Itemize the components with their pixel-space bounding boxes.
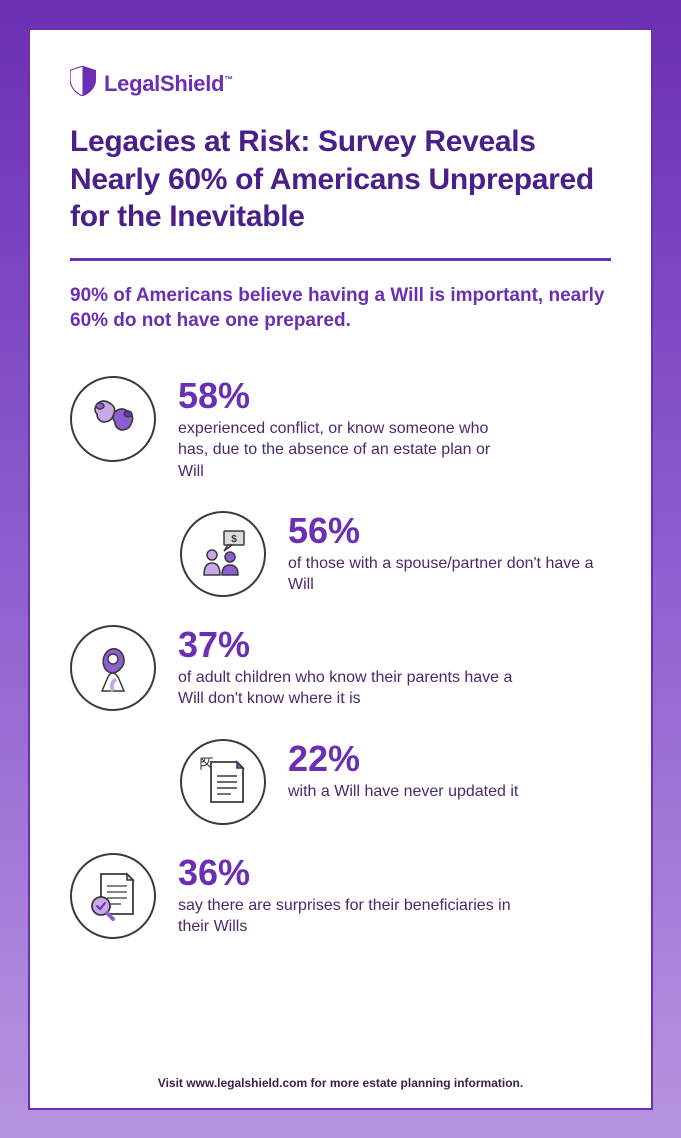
footer-text: Visit www.legalshield.com for more estat…: [30, 1076, 651, 1090]
infographic-card: LegalShield™ Legacies at Risk: Survey Re…: [28, 28, 653, 1110]
subheadline: 90% of Americans believe having a Will i…: [70, 283, 611, 334]
stat-row: 37% of adult children who know their par…: [70, 625, 611, 711]
stat-row: 22% with a Will have never updated it: [180, 739, 611, 825]
stat-percent: 36%: [178, 855, 518, 891]
map-pin-icon: [70, 625, 156, 711]
stat-row: $ 56% of those with a spouse/partner don…: [180, 511, 611, 597]
stat-description: of those with a spouse/partner don't hav…: [288, 553, 611, 596]
stat-row: 58% experienced conflict, or know someon…: [70, 376, 611, 483]
stat-row: 36% say there are surprises for their be…: [70, 853, 611, 939]
stat-description: say there are surprises for their benefi…: [178, 895, 518, 938]
stat-description: with a Will have never updated it: [288, 781, 518, 803]
stat-percent: 37%: [178, 627, 518, 663]
headline: Legacies at Risk: Survey Reveals Nearly …: [70, 123, 611, 236]
stat-percent: 58%: [178, 378, 518, 414]
brand-name: LegalShield™: [104, 71, 233, 97]
stat-percent: 56%: [288, 513, 611, 549]
document-magnify-icon: [70, 853, 156, 939]
stat-description: experienced conflict, or know someone wh…: [178, 418, 518, 483]
shield-icon: [70, 66, 96, 101]
couple-cost-icon: $: [180, 511, 266, 597]
divider: [70, 258, 611, 261]
brand-logo: LegalShield™: [70, 66, 611, 101]
boxing-gloves-icon: [70, 376, 156, 462]
svg-text:$: $: [231, 534, 237, 545]
document-cobweb-icon: [180, 739, 266, 825]
stat-description: of adult children who know their parents…: [178, 667, 518, 710]
stats-list: 58% experienced conflict, or know someon…: [70, 376, 611, 939]
stat-percent: 22%: [288, 741, 518, 777]
